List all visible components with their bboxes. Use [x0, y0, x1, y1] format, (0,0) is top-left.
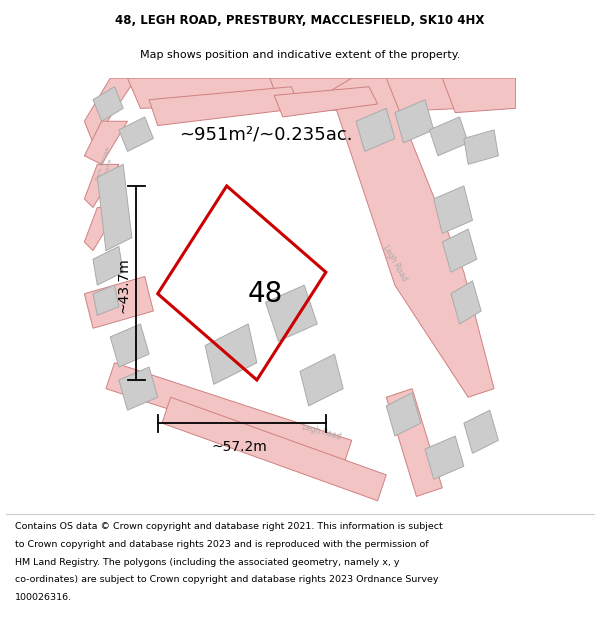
Polygon shape [205, 324, 257, 384]
Polygon shape [93, 246, 123, 285]
Polygon shape [85, 164, 119, 208]
Polygon shape [93, 87, 123, 121]
Text: ~43.7m: ~43.7m [116, 258, 130, 313]
Polygon shape [119, 367, 158, 410]
Polygon shape [356, 78, 464, 112]
Polygon shape [442, 229, 477, 272]
Polygon shape [106, 362, 352, 466]
Polygon shape [425, 436, 464, 479]
Text: Contains OS data © Crown copyright and database right 2021. This information is : Contains OS data © Crown copyright and d… [15, 522, 443, 531]
Polygon shape [300, 354, 343, 406]
Text: ~951m²/~0.235ac.: ~951m²/~0.235ac. [179, 125, 353, 143]
Polygon shape [395, 99, 434, 142]
Text: Map shows position and indicative extent of the property.: Map shows position and indicative extent… [140, 50, 460, 60]
Polygon shape [93, 285, 119, 315]
Polygon shape [430, 117, 468, 156]
Polygon shape [434, 186, 473, 233]
Polygon shape [97, 164, 132, 251]
Polygon shape [464, 130, 499, 164]
Polygon shape [442, 78, 515, 112]
Text: co-ordinates) are subject to Crown copyright and database rights 2023 Ordnance S: co-ordinates) are subject to Crown copyr… [15, 575, 439, 584]
Polygon shape [128, 78, 292, 108]
Polygon shape [85, 276, 154, 328]
Polygon shape [451, 281, 481, 324]
Text: to Crown copyright and database rights 2023 and is reproduced with the permissio: to Crown copyright and database rights 2… [15, 540, 428, 549]
Polygon shape [85, 78, 136, 142]
Text: Legh Road: Legh Road [381, 244, 409, 283]
Polygon shape [356, 108, 395, 151]
Polygon shape [274, 87, 377, 117]
Polygon shape [119, 117, 154, 151]
Text: Legh Road: Legh Road [301, 422, 342, 441]
Polygon shape [386, 389, 442, 496]
Text: Park House
Lane: Park House Lane [95, 146, 116, 183]
Polygon shape [110, 324, 149, 367]
Polygon shape [85, 208, 119, 251]
Polygon shape [386, 393, 421, 436]
Text: HM Land Registry. The polygons (including the associated geometry, namely x, y: HM Land Registry. The polygons (includin… [15, 558, 400, 566]
Polygon shape [270, 78, 377, 112]
Text: 100026316.: 100026316. [15, 593, 72, 602]
Polygon shape [85, 121, 128, 164]
Polygon shape [162, 398, 386, 501]
Polygon shape [464, 410, 499, 453]
Text: 48: 48 [248, 280, 283, 308]
Polygon shape [149, 87, 300, 126]
Text: ~57.2m: ~57.2m [212, 441, 268, 454]
Polygon shape [330, 78, 494, 398]
Text: 48, LEGH ROAD, PRESTBURY, MACCLESFIELD, SK10 4HX: 48, LEGH ROAD, PRESTBURY, MACCLESFIELD, … [115, 14, 485, 27]
Polygon shape [265, 285, 317, 341]
